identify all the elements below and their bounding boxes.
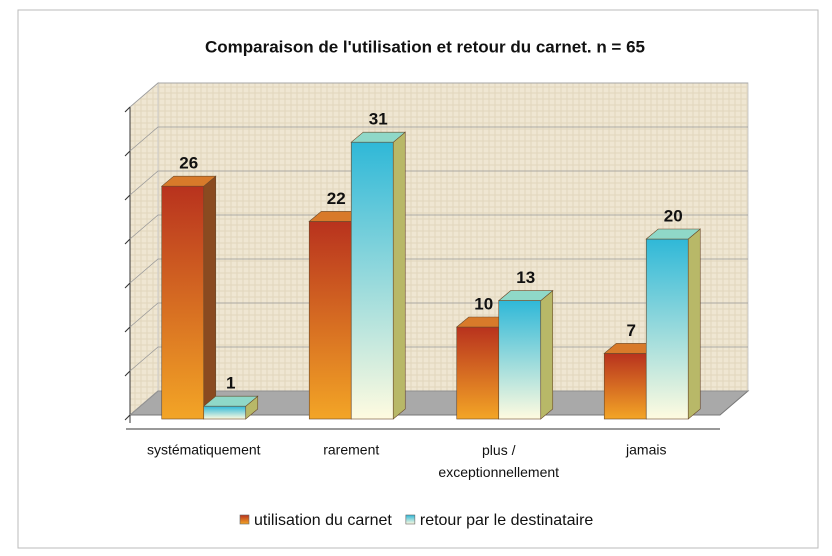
x-tick-label: systématiquement	[147, 442, 261, 458]
legend-label: retour par le destinataire	[420, 512, 594, 529]
grid-line	[129, 170, 748, 196]
value-label: 10	[474, 294, 493, 313]
legend-label: utilisation du carnet	[254, 512, 392, 529]
legend-swatch	[239, 514, 250, 525]
chart-title: Comparaison de l'utilisation et retour d…	[205, 37, 645, 56]
grid-line	[129, 214, 748, 240]
value-label: 22	[327, 189, 346, 208]
y-tick	[124, 194, 131, 201]
value-label: 7	[627, 321, 636, 340]
y-tick	[124, 238, 131, 245]
y-tick	[124, 370, 131, 377]
x-tick-label: jamais	[625, 442, 666, 458]
y-tick	[124, 414, 131, 421]
legend: utilisation du carnet retour par le desti…	[239, 512, 594, 529]
x-tick-label: plus / exceptionnellement	[438, 442, 559, 480]
value-label: 31	[369, 110, 388, 129]
value-label: 1	[226, 374, 235, 393]
bar	[645, 228, 702, 420]
side-wall	[129, 81, 159, 417]
y-tick	[124, 282, 131, 289]
grid-line	[129, 82, 748, 108]
bar	[160, 175, 217, 420]
bar	[202, 395, 259, 420]
grid-line	[129, 126, 748, 152]
grid-line	[129, 258, 748, 284]
value-label: 20	[664, 206, 683, 225]
value-label: 26	[179, 154, 198, 173]
y-tick	[124, 106, 131, 113]
x-tick-label: rarement	[323, 442, 379, 458]
y-tick	[124, 326, 131, 333]
value-label: 13	[516, 268, 535, 287]
y-tick	[124, 150, 131, 157]
legend-swatch	[405, 514, 416, 525]
bar	[350, 131, 407, 420]
bar	[497, 289, 554, 420]
